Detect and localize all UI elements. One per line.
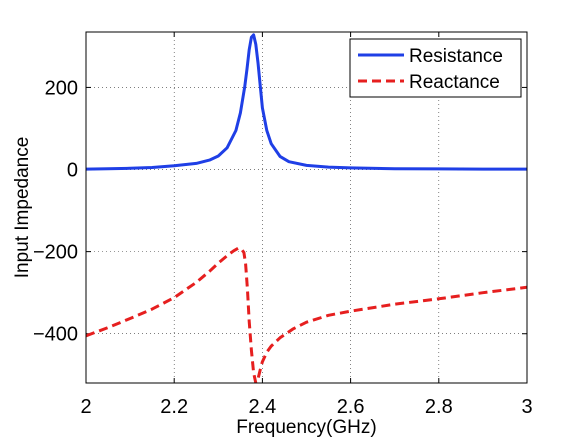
y-tick-label: −200	[33, 242, 78, 264]
legend-box	[349, 38, 522, 98]
x-tick-label: 3	[521, 396, 532, 418]
legend: Resistance Reactance	[349, 38, 522, 98]
y-tick-label: −400	[33, 324, 78, 346]
plot-frame	[85, 31, 528, 384]
series-line-resistance	[86, 33, 527, 171]
grid	[86, 32, 527, 383]
series-lines	[86, 33, 527, 383]
x-tick-label: 2.2	[160, 396, 188, 418]
x-axis-label: Frequency(GHz)	[236, 417, 376, 438]
legend-label: Reactance	[409, 72, 500, 93]
legend-label: Resistance	[409, 46, 503, 67]
y-axis-label: Input Impedance	[12, 137, 33, 279]
y-tick-label: 200	[45, 77, 78, 99]
x-tick-label: 2.4	[248, 396, 276, 418]
x-tick-label: 2.8	[425, 396, 453, 418]
x-tick-label: 2.6	[337, 396, 365, 418]
y-axis-ticks: −400 −200 0 200	[33, 77, 527, 346]
x-tick-label: 2	[80, 396, 91, 418]
x-axis-ticks: 2 2.2 2.4 2.6 2.8 3	[80, 32, 533, 418]
y-tick-label: 0	[67, 160, 78, 182]
series-line-reactance	[86, 246, 527, 383]
